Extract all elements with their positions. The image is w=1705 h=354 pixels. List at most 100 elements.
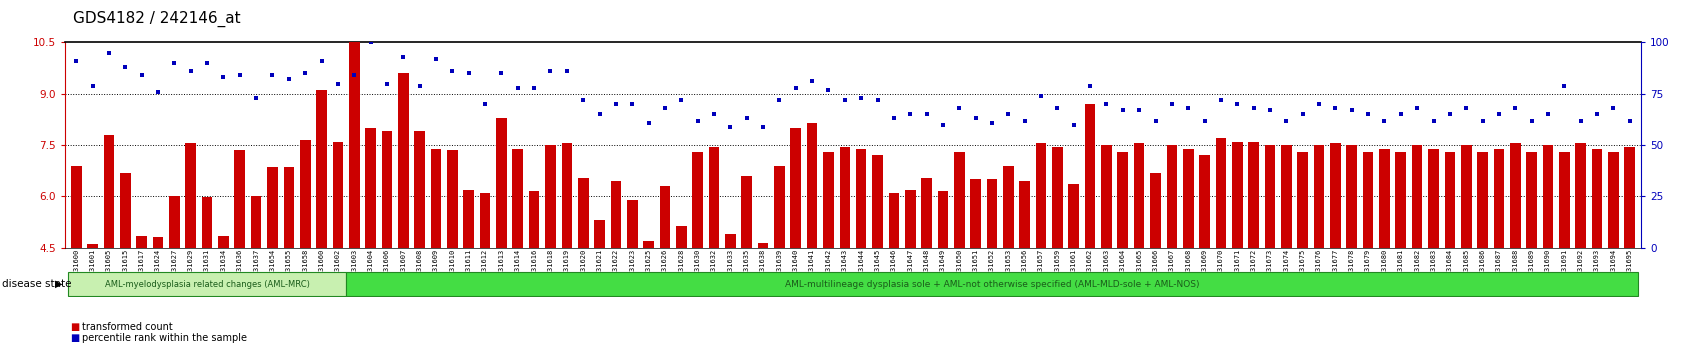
Bar [1149, 172, 1159, 248]
Text: ■: ■ [70, 322, 78, 332]
Bar [1362, 152, 1373, 248]
Point [994, 112, 1021, 117]
Bar [414, 131, 425, 248]
Point [1076, 83, 1103, 88]
Bar [985, 179, 997, 248]
Bar [1263, 145, 1275, 248]
Bar [218, 236, 228, 248]
Point [423, 56, 450, 62]
Point [520, 85, 547, 91]
Bar [757, 243, 767, 248]
Point [977, 120, 1004, 125]
Point [1141, 118, 1168, 123]
Point [1599, 105, 1627, 111]
Point [389, 54, 416, 60]
Bar [496, 118, 506, 248]
Point [847, 95, 875, 101]
Bar [382, 131, 392, 248]
Bar [1492, 149, 1504, 248]
Bar [72, 166, 82, 248]
Point [701, 112, 728, 117]
Bar [464, 190, 474, 248]
Point [1026, 93, 1054, 99]
Point [1272, 118, 1299, 123]
Bar [774, 166, 784, 248]
Bar [1330, 143, 1340, 248]
Bar [1117, 152, 1127, 248]
Point [373, 81, 401, 86]
Point [1207, 97, 1234, 103]
Bar [251, 196, 261, 248]
Point [488, 70, 515, 76]
Text: AML-multilineage dysplasia sole + AML-not otherwise specified (AML-MLD-sole + AM: AML-multilineage dysplasia sole + AML-no… [784, 280, 1199, 289]
Bar [201, 197, 213, 248]
Point [1533, 112, 1560, 117]
Bar [365, 128, 375, 248]
Point [684, 118, 711, 123]
Bar [1166, 145, 1176, 248]
Bar [643, 241, 653, 248]
Bar [692, 152, 702, 248]
Point [128, 73, 155, 78]
Bar [1477, 152, 1487, 248]
Point [111, 64, 138, 70]
Text: AML-myelodysplasia related changes (AML-MRC): AML-myelodysplasia related changes (AML-… [104, 280, 309, 289]
Point [569, 97, 597, 103]
Bar [578, 178, 588, 248]
Point [667, 97, 694, 103]
Bar [1182, 149, 1193, 248]
Point [341, 73, 368, 78]
Text: percentile rank within the sample: percentile rank within the sample [82, 333, 247, 343]
Point [1011, 118, 1038, 123]
Point [716, 124, 743, 130]
Bar [742, 176, 752, 248]
Bar [1509, 143, 1519, 248]
Bar [1623, 147, 1633, 248]
Point [227, 73, 254, 78]
Bar [1280, 145, 1291, 248]
Point [406, 83, 433, 88]
Bar [675, 225, 685, 248]
Point [471, 101, 498, 107]
Bar [904, 190, 916, 248]
Bar [839, 147, 849, 248]
Point [1059, 122, 1086, 127]
Bar [397, 73, 409, 248]
Point [505, 85, 532, 91]
Point [1550, 83, 1577, 88]
Point [1567, 118, 1594, 123]
Bar [1558, 152, 1569, 248]
Bar [888, 193, 899, 248]
Bar [626, 200, 638, 248]
Bar [268, 167, 278, 248]
Point [1190, 118, 1217, 123]
Bar [1134, 143, 1144, 248]
Point [1173, 105, 1200, 111]
Bar [789, 128, 801, 248]
Bar [938, 191, 948, 248]
Bar [953, 152, 963, 248]
Point [1240, 105, 1267, 111]
Bar [87, 244, 97, 248]
Point [1108, 107, 1136, 113]
Bar [104, 135, 114, 248]
Bar [1296, 152, 1308, 248]
Point [1289, 112, 1316, 117]
Bar [725, 234, 735, 248]
Point [1321, 105, 1349, 111]
Point [1517, 118, 1545, 123]
Point [537, 68, 564, 74]
Text: disease state: disease state [2, 279, 72, 289]
Bar [806, 123, 817, 248]
Bar [1084, 104, 1095, 248]
Bar [447, 150, 457, 248]
Point [880, 116, 907, 121]
Point [651, 105, 679, 111]
Bar [660, 186, 670, 248]
Point [145, 89, 172, 95]
Bar [430, 149, 442, 248]
Point [210, 75, 237, 80]
Bar [315, 90, 327, 248]
Point [1371, 118, 1398, 123]
Point [1093, 101, 1120, 107]
